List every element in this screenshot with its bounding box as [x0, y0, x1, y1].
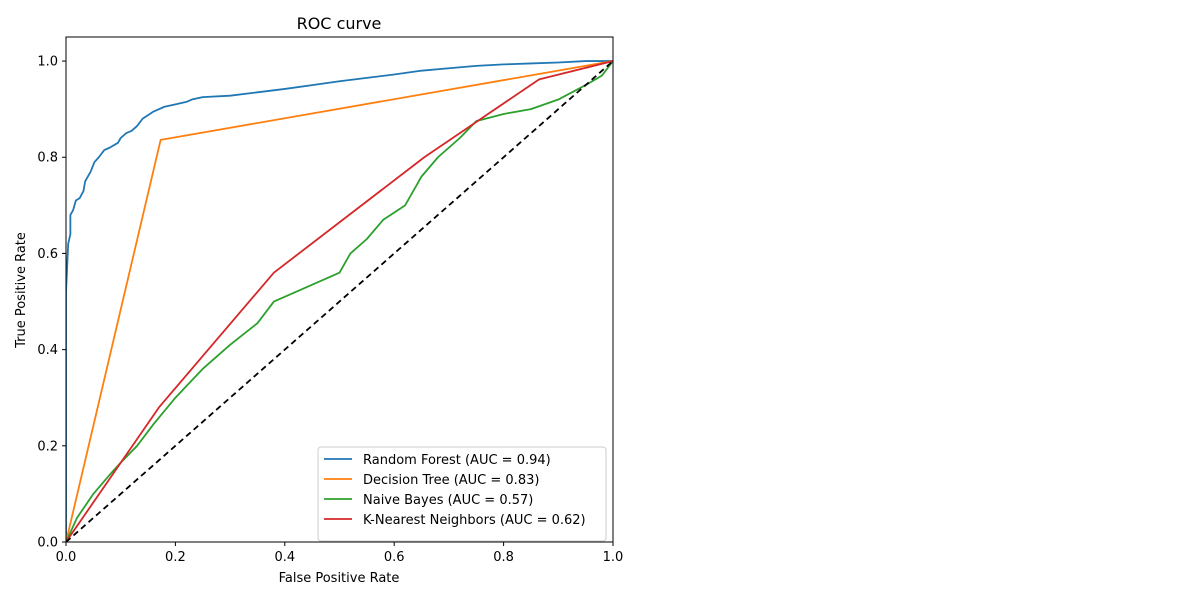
series-line-2	[66, 60, 613, 542]
legend-label: K-Nearest Neighbors (AUC = 0.62)	[363, 513, 586, 528]
x-tick-label: 0.0	[56, 550, 77, 565]
legend-label: Naive Bayes (AUC = 0.57)	[363, 493, 533, 508]
x-tick-label: 0.8	[493, 550, 514, 565]
y-tick-label: 0.2	[37, 439, 58, 454]
legend-label: Decision Tree (AUC = 0.83)	[363, 473, 539, 488]
legend-box	[317, 446, 607, 542]
chart-title: ROC curve	[297, 14, 382, 33]
series-line-1	[66, 60, 613, 542]
x-tick-label: 0.2	[165, 550, 186, 565]
y-tick-label: 0.8	[37, 151, 58, 166]
legend-label: Random Forest (AUC = 0.94)	[363, 453, 551, 468]
y-tick-label: 0.0	[37, 536, 58, 551]
y-tick-label: 0.6	[37, 247, 58, 262]
x-tick-label: 1.0	[603, 550, 624, 565]
ticks-layer: 0.0 0.2 0.4 0.6 0.8 1.0 0.0 0.2 0.4 0.6 0.8 1.0	[37, 55, 623, 565]
legend: Random Forest (AUC = 0.94) Decision Tree …	[317, 446, 607, 542]
chance-diagonal-line	[66, 60, 613, 542]
series-line-0	[66, 60, 613, 542]
x-axis-title: False Positive Rate	[279, 571, 400, 586]
plot-frame	[65, 36, 614, 543]
x-tick-label: 0.4	[274, 550, 295, 565]
series-layer	[66, 60, 613, 542]
y-tick-label: 0.4	[37, 343, 58, 358]
series-line-3	[66, 60, 613, 542]
y-tick-label: 1.0	[37, 55, 58, 70]
x-tick-label: 0.6	[384, 550, 405, 565]
y-axis-title: True Positive Rate	[14, 232, 29, 349]
